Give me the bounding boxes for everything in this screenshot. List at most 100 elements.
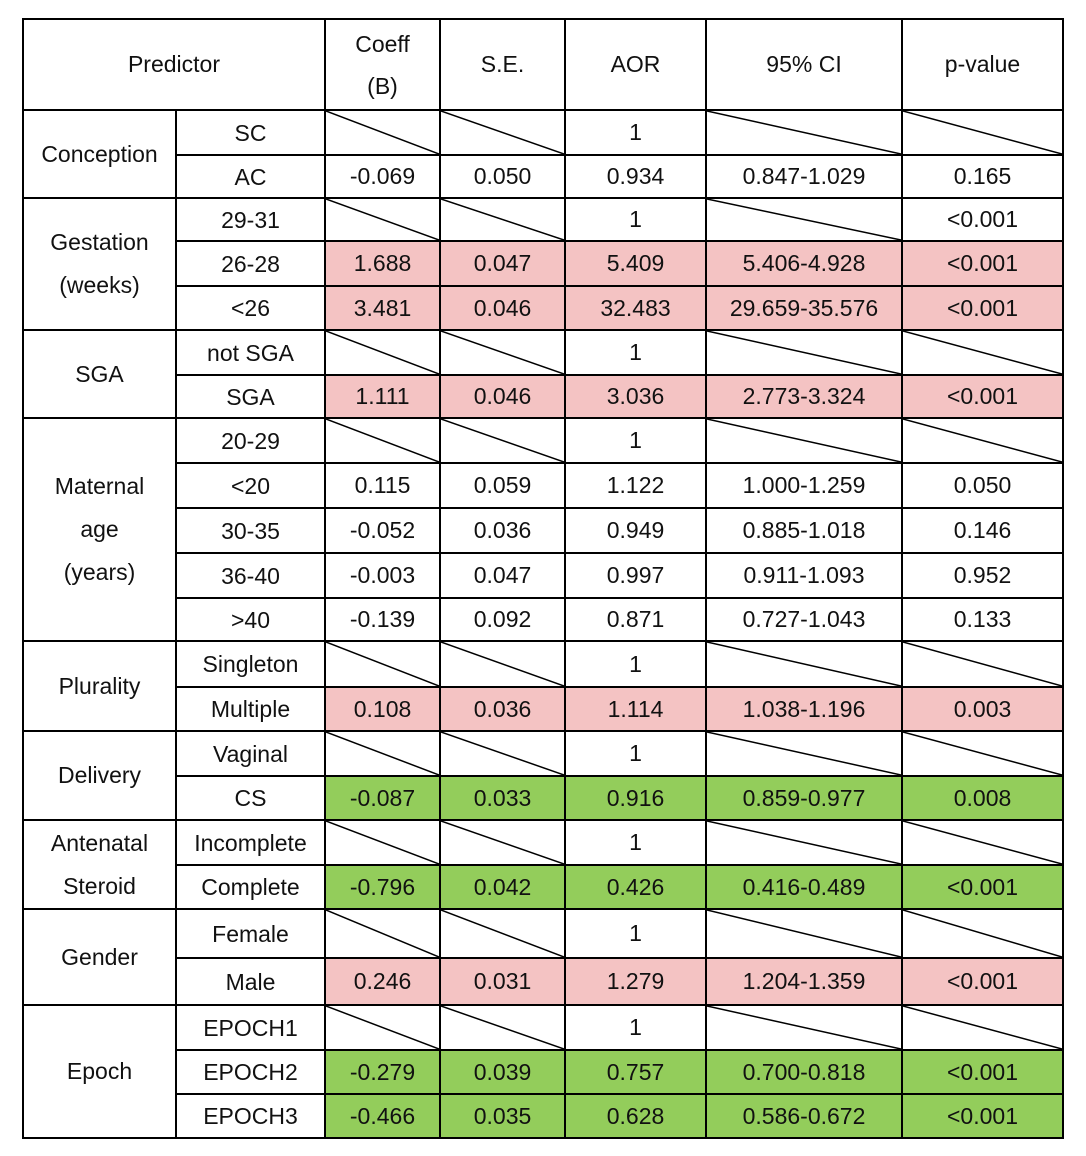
reference-diagonal-cell — [901, 908, 1064, 959]
level-label: Singleton — [175, 640, 326, 688]
aor-cell: 1 — [564, 329, 707, 376]
reference-diagonal-cell — [324, 640, 441, 688]
se-cell: 0.046 — [439, 374, 566, 419]
predictor-label: Conception — [22, 109, 177, 199]
ci-cell: 0.859-0.977 — [705, 775, 903, 821]
predictor-label: Gender — [22, 908, 177, 1006]
coeff-cell: 1.688 — [324, 240, 441, 287]
pvalue-cell: 0.146 — [901, 507, 1064, 554]
coeff-cell: -0.003 — [324, 552, 441, 599]
reference-diagonal-cell — [324, 908, 441, 959]
table-row: SGA 1.111 0.046 3.036 2.773-3.324 <0.001 — [23, 374, 1064, 419]
aor-cell: 0.949 — [564, 507, 707, 554]
reference-diagonal-cell — [705, 197, 903, 242]
table-row: <26 3.481 0.046 32.483 29.659-35.576 <0.001 — [23, 285, 1064, 331]
aor-cell: 1 — [564, 1004, 707, 1051]
se-cell: 0.047 — [439, 240, 566, 287]
header-pvalue: p-value — [901, 18, 1064, 111]
aor-cell: 1 — [564, 640, 707, 688]
predictor-label-line: Epoch — [66, 1058, 133, 1084]
reference-diagonal-cell — [324, 417, 441, 464]
reference-diagonal-cell — [324, 329, 441, 376]
reference-diagonal-cell — [324, 819, 441, 866]
predictor-label-line: (years) — [63, 559, 136, 585]
level-label: Multiple — [175, 686, 326, 732]
reference-diagonal-cell — [705, 640, 903, 688]
reference-diagonal-cell — [901, 329, 1064, 376]
pvalue-cell: <0.001 — [901, 197, 1064, 242]
predictor-label: Delivery — [22, 730, 177, 821]
reference-diagonal-cell — [324, 197, 441, 242]
table-row: 26-28 1.688 0.047 5.409 5.406-4.928 <0.001 — [23, 240, 1064, 287]
pvalue-cell: <0.001 — [901, 1093, 1064, 1139]
header-coeff: Coeff (B) — [324, 18, 441, 111]
header-ci: 95% CI — [705, 18, 903, 111]
level-label: Complete — [175, 864, 326, 910]
pvalue-cell: 0.008 — [901, 775, 1064, 821]
predictor-label: Gestation (weeks) — [22, 197, 177, 331]
predictor-label-line: Conception — [41, 140, 158, 167]
level-label: EPOCH2 — [175, 1049, 326, 1095]
pvalue-cell: <0.001 — [901, 285, 1064, 331]
table-row: Male 0.246 0.031 1.279 1.204-1.359 <0.001 — [23, 957, 1064, 1006]
reference-diagonal-cell — [324, 730, 441, 777]
header-coeff-line1: Coeff — [355, 30, 410, 57]
se-cell: 0.036 — [439, 686, 566, 732]
reference-diagonal-cell — [901, 730, 1064, 777]
se-cell: 0.050 — [439, 154, 566, 199]
reference-diagonal-cell — [705, 329, 903, 376]
reference-diagonal-cell — [439, 109, 566, 156]
pvalue-cell: 0.050 — [901, 462, 1064, 509]
reference-diagonal-cell — [324, 1004, 441, 1051]
level-label: Male — [175, 957, 326, 1006]
table-row: EPOCH2 -0.279 0.039 0.757 0.700-0.818 <0.001 — [23, 1049, 1064, 1095]
regression-table: Predictor Coeff (B) S.E. AOR 95% CI p-val… — [22, 18, 1064, 1139]
table-row: Conception SC 1 — [22, 109, 1064, 199]
table-row: SGA not SGA 1 — [22, 329, 1064, 419]
ci-cell: 1.038-1.196 — [705, 686, 903, 732]
ci-cell: 2.773-3.324 — [705, 374, 903, 419]
level-label: CS — [175, 775, 326, 821]
reference-diagonal-cell — [901, 417, 1064, 464]
reference-diagonal-cell — [901, 640, 1064, 688]
aor-cell: 1 — [564, 819, 707, 866]
aor-cell: 0.934 — [564, 154, 707, 199]
predictor-label: Antenatal Steroid — [22, 819, 177, 910]
se-cell: 0.092 — [439, 597, 566, 642]
reference-diagonal-cell — [901, 819, 1064, 866]
table-row: Plurality Singleton 1 — [22, 640, 1064, 732]
pvalue-cell: <0.001 — [901, 957, 1064, 1006]
coeff-cell: -0.087 — [324, 775, 441, 821]
aor-cell: 1 — [564, 109, 707, 156]
table-row: Complete -0.796 0.042 0.426 0.416-0.489 <0.00… — [23, 864, 1064, 910]
reference-diagonal-cell — [439, 819, 566, 866]
predictor-label: SGA — [22, 329, 177, 419]
reference-diagonal-cell — [705, 109, 903, 156]
se-cell: 0.042 — [439, 864, 566, 910]
coeff-cell: 0.246 — [324, 957, 441, 1006]
aor-cell: 1 — [564, 908, 707, 959]
predictor-label-line: Plurality — [58, 672, 141, 699]
aor-cell: 1.122 — [564, 462, 707, 509]
coeff-cell: -0.279 — [324, 1049, 441, 1095]
reference-diagonal-cell — [439, 329, 566, 376]
table-row: Multiple 0.108 0.036 1.114 1.038-1.196 0.003 — [23, 686, 1064, 732]
reference-diagonal-cell — [439, 730, 566, 777]
se-cell: 0.047 — [439, 552, 566, 599]
se-cell: 0.039 — [439, 1049, 566, 1095]
predictor-label: Epoch — [22, 1004, 177, 1139]
level-label: SC — [175, 109, 326, 156]
table-row: Maternal age (years) 20-29 1 — [22, 417, 1064, 642]
reference-diagonal-cell — [439, 1004, 566, 1051]
predictor-label: Maternal age (years) — [22, 417, 177, 642]
reference-diagonal-cell — [901, 1004, 1064, 1051]
level-label: >40 — [175, 597, 326, 642]
reference-diagonal-cell — [439, 908, 566, 959]
level-label: EPOCH1 — [175, 1004, 326, 1051]
table-row: 36-40 -0.003 0.047 0.997 0.911-1.093 0.952 — [23, 552, 1064, 599]
ci-cell: 29.659-35.576 — [705, 285, 903, 331]
predictor-label-line: Antenatal — [50, 829, 149, 856]
header-coeff-line2: (B) — [367, 72, 398, 99]
aor-cell: 0.426 — [564, 864, 707, 910]
se-cell: 0.036 — [439, 507, 566, 554]
